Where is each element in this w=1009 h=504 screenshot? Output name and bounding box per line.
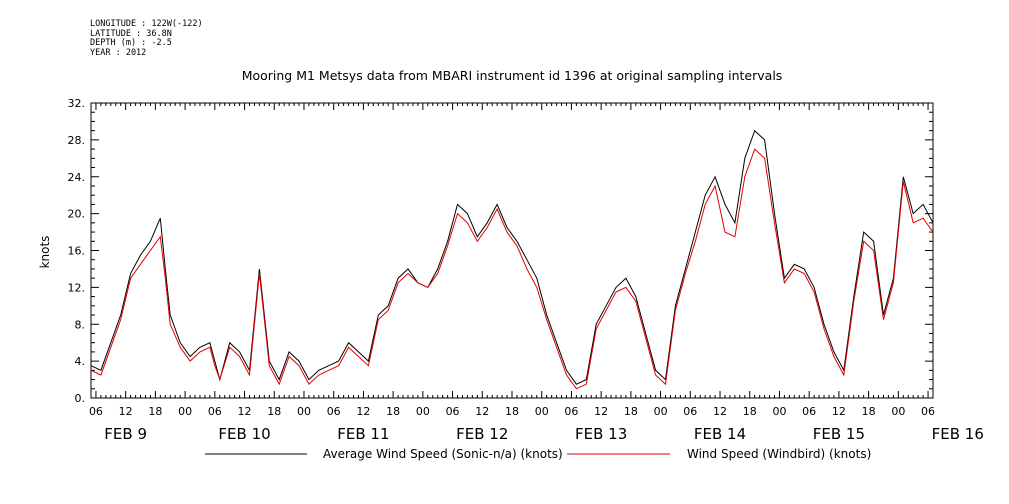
y-axis-label: knots [38, 236, 52, 269]
x-tick-label: 18 [386, 405, 400, 418]
x-tick-label: 00 [297, 405, 311, 418]
x-tick-label: 12 [475, 405, 489, 418]
y-tick-label: 16. [68, 245, 86, 258]
y-tick-label: 32. [68, 97, 86, 110]
series-layer [90, 129, 934, 390]
x-tick-label: 06 [327, 405, 341, 418]
x-date-label: FEB 13 [575, 425, 627, 443]
depth-text: DEPTH (m) : -2.5 [90, 38, 172, 48]
x-tick-label: 12 [594, 405, 608, 418]
longitude-text: LONGITUDE : 122W(-122) [90, 19, 203, 29]
x-tick-label: 12 [238, 405, 252, 418]
x-date-label: FEB 15 [813, 425, 865, 443]
x-tick-label: 12 [713, 405, 727, 418]
x-tick-label: 06 [89, 405, 103, 418]
x-date-label: FEB 16 [932, 425, 984, 443]
metadata-block: LONGITUDE : 122W(-122) LATITUDE : 36.8N … [90, 19, 203, 58]
x-tick-label: 06 [564, 405, 578, 418]
x-date-label: FEB 12 [456, 425, 508, 443]
x-tick-label: 00 [891, 405, 905, 418]
x-tick-label: 06 [208, 405, 222, 418]
y-tick-label: 0. [75, 392, 86, 405]
x-tick-label: 12 [832, 405, 846, 418]
x-tick-label: 06 [446, 405, 460, 418]
y-tick-label: 12. [68, 281, 86, 294]
x-tick-label: 06 [683, 405, 697, 418]
latitude-text: LATITUDE : 36.8N [90, 28, 172, 39]
x-date-label: FEB 10 [218, 425, 270, 443]
x-tick-label: 12 [119, 405, 133, 418]
x-tick-label: 18 [862, 405, 876, 418]
x-tick-label: 06 [802, 405, 816, 418]
x-date-label: FEB 11 [337, 425, 389, 443]
legend: Average Wind Speed (Sonic-n/a) (knots) Wi… [205, 447, 871, 461]
x-tick-label: 00 [772, 405, 786, 418]
chart-title: Mooring M1 Metsys data from MBARI instru… [242, 68, 783, 83]
y-tick-label: 20. [68, 208, 86, 221]
x-tick-label: 12 [356, 405, 370, 418]
plot-border [90, 102, 934, 399]
x-tick-label: 00 [416, 405, 430, 418]
x-tick-label: 18 [505, 405, 519, 418]
x-tick-label: 00 [178, 405, 192, 418]
x-date-label: FEB 14 [694, 425, 746, 443]
x-tick-label: 18 [743, 405, 757, 418]
x-tick-label: 18 [624, 405, 638, 418]
y-tick-label: 8. [75, 318, 86, 331]
series-line-average-wind-speed [90, 129, 934, 385]
plot-frame: 0. 4. 8. 12. 16. 20. 24. 28. 32. 06 12 18 00 06 12 18 00… [68, 97, 984, 443]
series-line-windbird-wind-speed [90, 148, 934, 390]
year-text: YEAR : 2012 [90, 47, 147, 58]
x-tick-label: 00 [654, 405, 668, 418]
legend-label: Wind Speed (Windbird) (knots) [687, 447, 871, 461]
x-tick-label: 00 [535, 405, 549, 418]
x-date-label: FEB 9 [104, 425, 147, 443]
x-tick-label: 18 [267, 405, 281, 418]
x-tick-label: 06 [921, 405, 935, 418]
y-tick-label: 28. [68, 134, 86, 147]
y-tick-label: 24. [68, 171, 86, 184]
x-tick-label: 18 [148, 405, 162, 418]
legend-label: Average Wind Speed (Sonic-n/a) (knots) [323, 447, 563, 461]
y-tick-label: 4. [75, 355, 86, 368]
